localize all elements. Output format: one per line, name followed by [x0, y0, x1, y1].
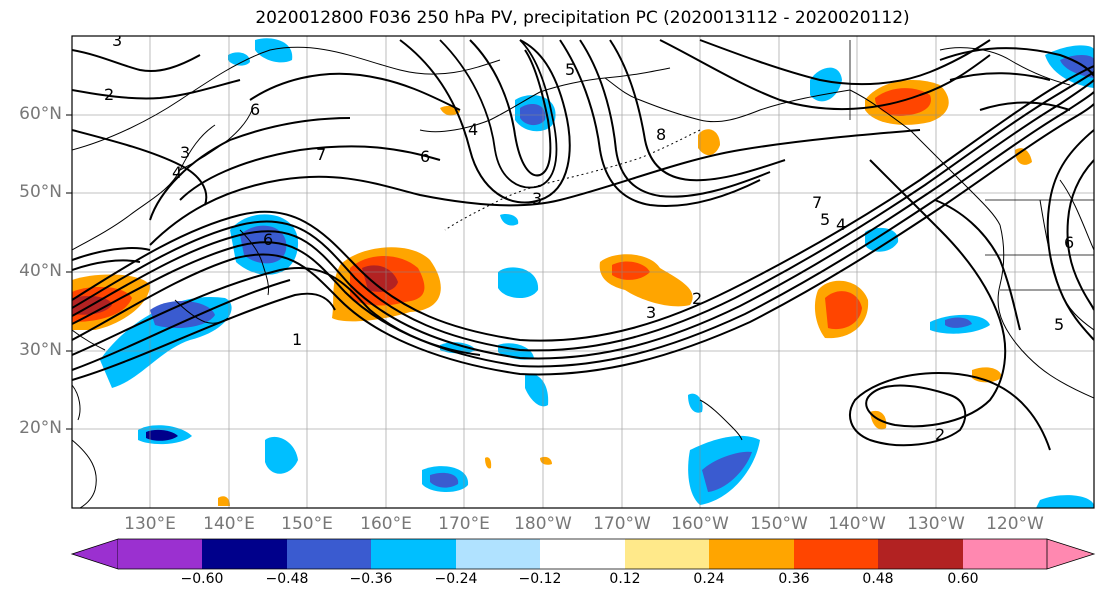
colorbar-segment	[287, 539, 371, 569]
contour-label: 1	[292, 330, 302, 349]
precip-negative-patches	[100, 38, 1094, 508]
lon-label-120w: 120°W	[986, 514, 1044, 534]
colorbar-segment	[202, 539, 287, 569]
colorbar-segment	[371, 539, 456, 569]
contour-label: 3	[646, 303, 656, 322]
lon-label-170w: 170°W	[593, 514, 651, 534]
colorbar-tick: 0.60	[947, 571, 979, 587]
colorbar-tick: −0.12	[518, 571, 562, 587]
colorbar-segment	[878, 539, 963, 569]
lat-label-40n: 40°N	[19, 261, 62, 281]
contour-labels: 2 3 3 4 5 6 7 6 8 4 3 1 7 5 4 2 3 2 6 6 …	[104, 31, 1074, 444]
map-title: 2020012800 F036 250 hPa PV, precipitatio…	[255, 8, 910, 28]
contour-label: 5	[820, 210, 830, 229]
contour-label: 3	[112, 31, 122, 50]
contour-label: 6	[420, 147, 430, 166]
contour-label: 5	[1054, 315, 1064, 334]
lat-label-50n: 50°N	[19, 182, 62, 202]
colorbar-segment	[794, 539, 878, 569]
colorbar-tick: 0.12	[609, 571, 641, 587]
colorbar-tick: −0.36	[349, 571, 393, 587]
colorbar-segment	[456, 539, 540, 569]
colorbar-segment	[118, 539, 202, 569]
colorbar-segment	[1046, 538, 1096, 570]
lon-label-160w: 160°W	[671, 514, 729, 534]
colorbar	[70, 538, 1096, 570]
pv-contours	[72, 39, 1094, 451]
lon-label-150w: 150°W	[750, 514, 808, 534]
colorbar-tick: −0.24	[434, 571, 478, 587]
axis-ticks	[66, 114, 72, 430]
colorbar-segment	[625, 539, 709, 569]
lon-label-150e: 150°E	[281, 514, 333, 534]
colorbar-tick: 0.24	[693, 571, 725, 587]
contour-label: 2	[935, 425, 945, 444]
lon-label-130e: 130°E	[124, 514, 176, 534]
lon-label-140e: 140°E	[203, 514, 255, 534]
contour-label: 4	[468, 120, 478, 139]
lon-label-180w: 180°W	[514, 514, 572, 534]
contour-label: 3	[180, 143, 190, 162]
contour-label: 6	[1064, 233, 1074, 252]
contour-label: 4	[172, 163, 182, 182]
colorbar-segment	[963, 539, 1047, 569]
contour-label: 5	[565, 60, 575, 79]
lat-label-30n: 30°N	[19, 340, 62, 360]
contour-label: 3	[532, 189, 542, 208]
contour-label: 6	[250, 100, 260, 119]
lat-label-20n: 20°N	[19, 418, 62, 438]
contour-label: 4	[836, 215, 846, 234]
lon-label-140w: 140°W	[828, 514, 886, 534]
colorbar-segment	[540, 539, 625, 569]
contour-label: 7	[316, 145, 326, 164]
contour-label: 8	[656, 125, 666, 144]
colorbar-tick: 0.36	[778, 571, 810, 587]
colorbar-tick: −0.60	[180, 571, 224, 587]
contour-label: 2	[104, 85, 114, 104]
colorbar-segment	[70, 538, 119, 570]
contour-label: 6	[263, 230, 273, 249]
contour-label: 7	[812, 193, 822, 212]
contour-label: 2	[692, 289, 702, 308]
colorbar-tick: −0.48	[265, 571, 309, 587]
colorbar-segment	[709, 539, 794, 569]
lon-label-170e: 170°E	[438, 514, 490, 534]
lat-label-60n: 60°N	[19, 104, 62, 124]
colorbar-tick: 0.48	[862, 571, 894, 587]
graticule	[72, 36, 1094, 508]
lon-label-160e: 160°E	[360, 514, 412, 534]
lon-label-130w: 130°W	[907, 514, 965, 534]
precip-positive-patches	[72, 80, 1032, 506]
